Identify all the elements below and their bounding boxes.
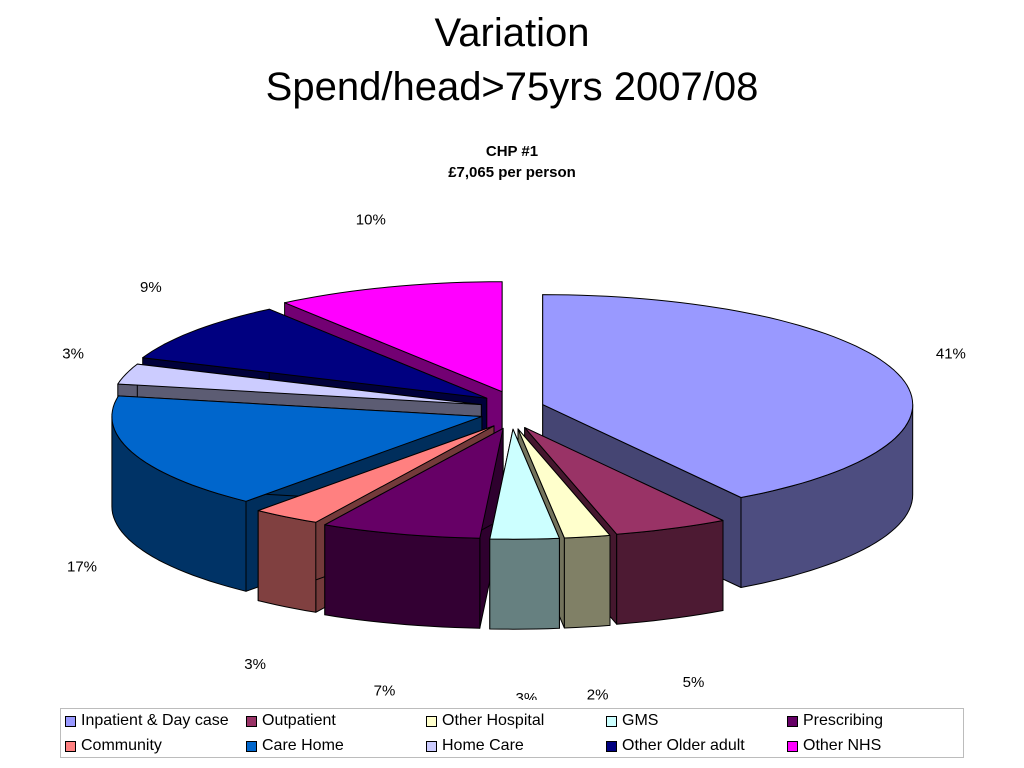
- legend-label: Other Older adult: [622, 737, 745, 754]
- legend-label: Prescribing: [803, 712, 884, 729]
- legend-swatch: [787, 715, 798, 727]
- legend-item: Care Home: [246, 736, 344, 756]
- legend-swatch: [426, 715, 437, 727]
- legend-item: Other Hospital: [426, 711, 544, 731]
- pie-chart: 41% 5% 2% 3% 7% 3% 17% 3% 9% 10%: [62, 211, 966, 700]
- legend-label: Inpatient & Day case: [81, 712, 229, 729]
- slide-title-line-1: Variation: [434, 11, 590, 55]
- chart-title-line-2: £7,065 per person: [448, 164, 576, 181]
- legend-label: Other Hospital: [442, 712, 545, 729]
- slice-top-face: [489, 428, 560, 540]
- slide-title-line-2: Spend/head>75yrs 2007/08: [265, 65, 759, 109]
- legend-swatch: [426, 740, 437, 752]
- data-label: 9%: [140, 279, 162, 296]
- slice-outer-wall: [324, 524, 481, 629]
- slice-top-face: [142, 308, 488, 399]
- slice-outer-wall: [489, 537, 560, 630]
- legend-item: Outpatient: [246, 711, 336, 731]
- legend-swatch: [606, 715, 617, 727]
- legend-item: Inpatient & Day case: [65, 711, 229, 731]
- data-label: 7%: [374, 682, 396, 699]
- legend-swatch: [65, 715, 76, 727]
- legend-swatch: [246, 740, 257, 752]
- slice-top-face: [284, 281, 503, 393]
- legend-label: Other NHS: [803, 737, 882, 754]
- legend-item: Prescribing: [787, 711, 883, 731]
- data-label: 2%: [587, 687, 609, 700]
- slice-top-face: [517, 428, 611, 539]
- slice-top-face: [111, 395, 483, 502]
- data-label: 17%: [67, 558, 97, 575]
- pie-slice-gms: [489, 428, 560, 630]
- chart-legend: Inpatient & Day case Outpatient Other Hosp…: [60, 708, 964, 758]
- slice-top-face: [117, 363, 482, 406]
- slice-top-face: [524, 427, 724, 535]
- legend-item: Other Older adult: [606, 736, 745, 756]
- legend-label: GMS: [622, 712, 659, 729]
- slice-outer-wall: [563, 534, 611, 629]
- legend-label: Home Care: [442, 737, 524, 754]
- legend-label: Community: [81, 737, 162, 754]
- legend-swatch: [606, 740, 617, 752]
- data-label: 3%: [62, 345, 84, 362]
- legend-item: GMS: [606, 711, 658, 731]
- legend-swatch: [787, 740, 798, 752]
- legend-label: Care Home: [262, 737, 344, 754]
- slice-top-face: [542, 294, 914, 498]
- data-label: 10%: [356, 211, 386, 228]
- data-label: 3%: [244, 656, 266, 673]
- slice-top-face: [324, 427, 504, 539]
- legend-label: Outpatient: [262, 712, 336, 729]
- legend-item: Community: [65, 736, 162, 756]
- data-label: 5%: [683, 674, 705, 691]
- slice-top-face: [257, 425, 495, 523]
- data-labels: 41% 5% 2% 3% 7% 3% 17% 3% 9% 10%: [62, 211, 966, 700]
- legend-swatch: [65, 740, 76, 752]
- pie-slice-prescribing: [324, 427, 504, 629]
- chart-title-line-1: CHP #1: [485, 143, 539, 160]
- slice-outer-wall: [616, 520, 724, 625]
- data-label: 3%: [516, 690, 538, 700]
- legend-swatch: [246, 715, 257, 727]
- legend-item: Home Care: [426, 736, 524, 756]
- slice-outer-wall: [257, 510, 317, 613]
- data-label: 41%: [936, 345, 966, 362]
- legend-item: Other NHS: [787, 736, 881, 756]
- pie-slices: [111, 281, 914, 630]
